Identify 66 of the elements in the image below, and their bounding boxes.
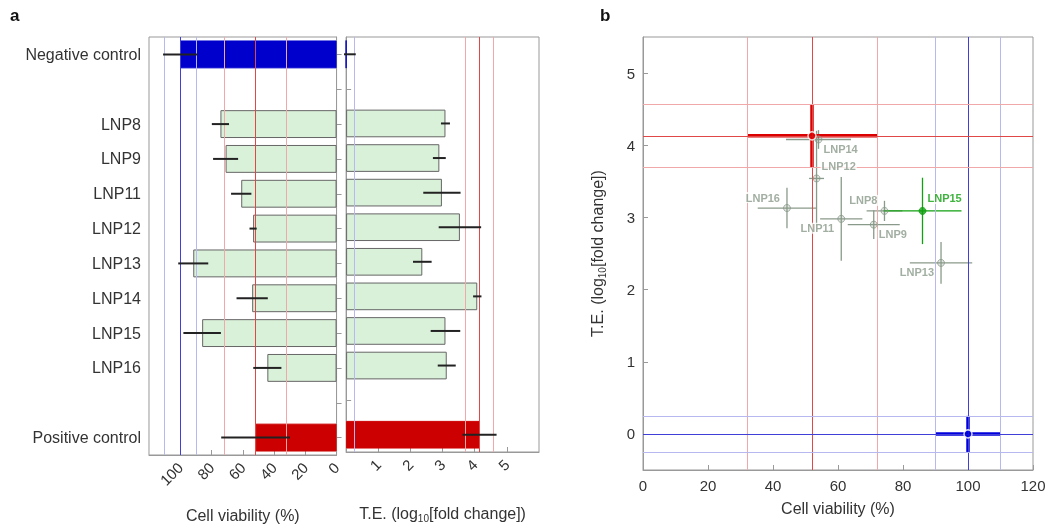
y-tick-label: LNP16: [92, 359, 142, 377]
x-tick-label: 5: [494, 455, 513, 474]
series-label: LNP14: [823, 142, 859, 155]
y-axis-title: T.E. (log10[fold change]): [589, 170, 608, 337]
x-tick-label: 60: [224, 458, 249, 483]
y-tick-label: LNP8: [100, 115, 142, 133]
y-tick-label: LNP13: [92, 254, 142, 272]
bar: [346, 317, 446, 345]
bar: [346, 178, 442, 207]
series-label: LNP9: [878, 228, 907, 241]
point: [812, 174, 821, 183]
chart-title: b: [600, 6, 611, 25]
y-tick-label: LNP14: [92, 289, 142, 307]
chart-title: a: [10, 6, 20, 25]
y-tick-label: LNP9: [100, 150, 142, 168]
x-tick-label: 100: [156, 458, 187, 489]
y-tick-label: LNP11: [93, 185, 142, 203]
x-tick-label: 20: [699, 477, 717, 494]
x-axis-title: Cell viability (%): [185, 506, 300, 524]
point: [963, 429, 973, 439]
x-tick-label: 0: [324, 458, 343, 477]
y-tick-label: LNP15: [92, 324, 142, 342]
x-tick-label: 60: [829, 477, 847, 494]
x-tick-label: 40: [764, 477, 782, 494]
series-label: LNP15: [927, 192, 962, 205]
y-tick-label: 5: [626, 64, 635, 82]
y-tick-label: Negative control: [25, 45, 141, 63]
y-tick-label: LNP12: [92, 220, 142, 238]
point: [869, 220, 878, 229]
x-tick-label: 100: [955, 477, 981, 494]
x-tick-label: 0: [638, 477, 648, 494]
point: [937, 258, 946, 267]
x-tick-label: 4: [462, 455, 481, 474]
series-label: LNP13: [899, 266, 935, 279]
x-tick-label: 1: [366, 455, 385, 474]
x-tick-label: 40: [256, 458, 281, 483]
x-tick-label: 120: [1020, 477, 1046, 494]
y-tick-label: 2: [626, 281, 635, 299]
x-tick-label: 80: [193, 458, 218, 483]
y-tick-label: 4: [626, 136, 635, 154]
point: [807, 131, 817, 141]
series-label: LNP8: [849, 194, 878, 207]
bar: [346, 420, 480, 449]
bar: [346, 282, 478, 311]
point: [814, 135, 823, 144]
point: [782, 204, 791, 213]
y-tick-label: 1: [626, 353, 635, 371]
point: [918, 206, 927, 215]
series-label: LNP11: [800, 222, 835, 235]
series-label: LNP12: [821, 159, 856, 172]
x-tick-label: 3: [430, 455, 449, 474]
point: [880, 206, 889, 215]
x-tick-label: 80: [894, 477, 912, 494]
x-axis-title: Cell viability (%): [781, 499, 895, 517]
bar: [346, 144, 440, 172]
bar: [346, 213, 460, 242]
series-label: LNP16: [745, 191, 780, 204]
y-tick-label: 0: [626, 425, 635, 443]
x-tick-label: 20: [287, 458, 312, 483]
y-tick-label: 3: [626, 208, 635, 226]
bar: [346, 109, 446, 138]
point: [837, 214, 846, 223]
bar: [346, 351, 447, 380]
y-tick-label: Positive control: [32, 429, 141, 447]
bar: [346, 247, 423, 276]
x-tick-label: 2: [398, 455, 417, 474]
